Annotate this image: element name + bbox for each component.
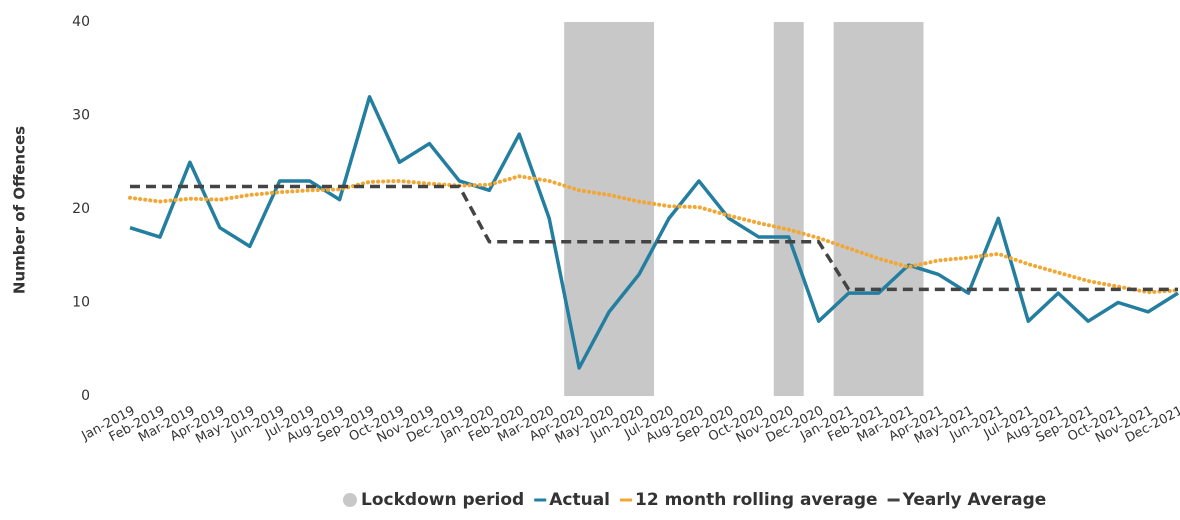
y-tick-label: 0 bbox=[81, 388, 90, 404]
series-line bbox=[128, 174, 1180, 295]
y-tick-label: 10 bbox=[72, 295, 90, 311]
lockdown-band bbox=[564, 22, 654, 396]
y-tick-label: 40 bbox=[72, 14, 90, 30]
legend-swatch bbox=[343, 493, 357, 507]
series-line bbox=[130, 184, 1178, 292]
legend: Lockdown period Actual 12 month rolling av… bbox=[343, 490, 1046, 510]
lockdown-band bbox=[773, 22, 804, 396]
legend-label: Actual bbox=[549, 490, 610, 510]
legend-label: Yearly Average bbox=[902, 490, 1047, 510]
lockdown-band bbox=[833, 22, 924, 396]
legend-label: 12 month rolling average bbox=[635, 490, 878, 510]
series-line bbox=[129, 95, 1179, 370]
y-tick-label: 20 bbox=[72, 201, 90, 217]
y-axis-title: Number of Offences bbox=[11, 126, 29, 294]
legend-label: Lockdown period bbox=[361, 490, 524, 510]
y-tick-label: 30 bbox=[72, 108, 90, 124]
